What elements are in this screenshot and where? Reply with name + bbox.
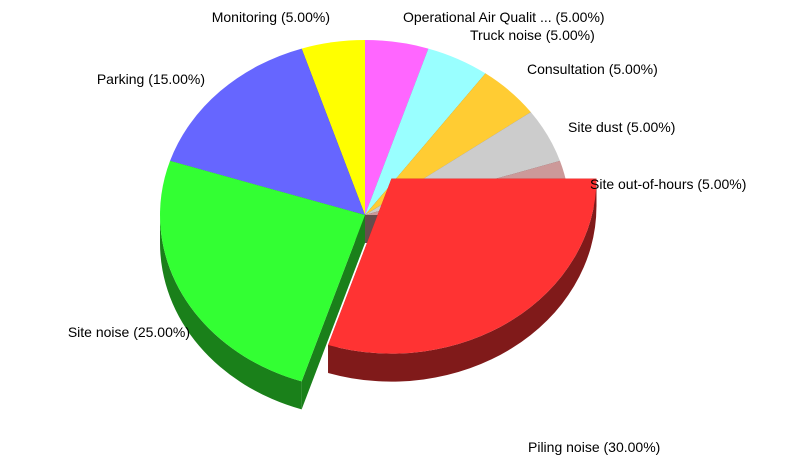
label-name: Monitoring xyxy=(212,9,277,25)
label-value: (25.00%) xyxy=(133,324,190,340)
label-name: Site noise xyxy=(68,324,130,340)
label-name: Consultation xyxy=(527,61,605,77)
label-value: (5.00%) xyxy=(546,27,595,43)
label-value: (15.00%) xyxy=(148,71,205,87)
pie-slice xyxy=(170,48,365,215)
label-value: (5.00%) xyxy=(556,9,605,25)
pie-slice xyxy=(160,160,365,382)
slice-label: Truck noise (5.00%) xyxy=(470,27,595,43)
slice-label: Parking (15.00%) xyxy=(97,71,205,87)
slice-label: Site out-of-hours (5.00%) xyxy=(590,176,746,192)
label-name: Site dust xyxy=(568,119,623,135)
slice-side xyxy=(301,215,365,410)
slice-wall xyxy=(160,215,302,410)
label-value: (5.00%) xyxy=(626,119,675,135)
slice-label: Consultation (5.00%) xyxy=(527,61,658,77)
pie-slice xyxy=(365,40,429,215)
pie-slice xyxy=(328,178,597,354)
label-name: Parking xyxy=(97,71,144,87)
slice-label: Piling noise (30.00%) xyxy=(528,439,660,455)
slice-label: Operational Air Qualit ... (5.00%) xyxy=(403,9,605,25)
label-value: (5.00%) xyxy=(609,61,658,77)
label-name: Truck noise xyxy=(470,27,542,43)
label-value: (5.00%) xyxy=(281,9,330,25)
slice-label: Site dust (5.00%) xyxy=(568,119,675,135)
slice-label: Site noise (25.00%) xyxy=(68,324,190,340)
pie-slice xyxy=(365,48,486,215)
slice-wall xyxy=(328,178,597,382)
label-name: Piling noise xyxy=(528,439,600,455)
label-name: Operational Air Qualit ... xyxy=(403,9,552,25)
label-value: (5.00%) xyxy=(697,176,746,192)
pie-slice xyxy=(301,40,365,215)
slice-label: Monitoring (5.00%) xyxy=(212,9,330,25)
label-value: (30.00%) xyxy=(604,439,661,455)
label-name: Site out-of-hours xyxy=(590,176,694,192)
